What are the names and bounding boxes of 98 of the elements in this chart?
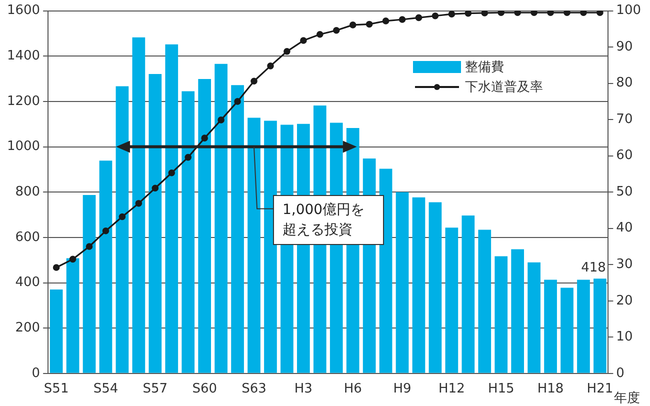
point [398, 16, 406, 23]
y-tick-label: 1400 [6, 48, 40, 64]
x-tick-label: S63 [242, 382, 266, 397]
x-axis-title: 年度 [614, 390, 640, 406]
bar [50, 290, 63, 373]
x-tick-label: H3 [294, 382, 312, 397]
point [448, 10, 456, 18]
x-tick-label: H9 [393, 382, 412, 397]
point [118, 213, 126, 220]
point [284, 48, 290, 55]
bar [494, 256, 508, 373]
legend-label: 下水道普及率 [465, 78, 544, 96]
y2-tick-label: 80 [616, 76, 633, 91]
point [596, 10, 604, 16]
x-tick-label: S60 [192, 382, 217, 397]
point [86, 243, 93, 250]
y-tick-label: 600 [15, 230, 40, 245]
x-tick-label: H15 [488, 382, 514, 397]
y-tick-label: 1600 [6, 3, 40, 18]
annotation: 1,000億円を超える投資 [273, 194, 384, 245]
y2-tick-label: 30 [616, 256, 633, 272]
bar [214, 64, 228, 373]
point [267, 62, 274, 70]
bar [248, 118, 260, 373]
bar [182, 91, 195, 373]
bar [132, 37, 146, 373]
point [481, 10, 488, 16]
y-tick-label: 1000 [6, 139, 40, 154]
bar [198, 79, 212, 373]
bar [412, 197, 426, 373]
bar [544, 280, 557, 373]
bar [445, 228, 458, 373]
y2-tick-label: 20 [616, 293, 633, 308]
point [52, 264, 60, 271]
bar [560, 288, 574, 373]
bar [99, 160, 112, 373]
point [332, 26, 340, 34]
point [514, 10, 521, 16]
point [580, 10, 587, 16]
x-tick-label: H18 [537, 382, 564, 397]
y-tick-label: 400 [15, 275, 40, 290]
point [102, 228, 110, 234]
bar [148, 74, 162, 373]
point [250, 78, 258, 85]
x-tick-label: S51 [44, 382, 69, 397]
bar [264, 120, 277, 373]
legend-label: 整備費 [465, 58, 504, 76]
y2-tick-label: 90 [616, 39, 633, 54]
bar [231, 85, 244, 373]
bar [594, 278, 606, 373]
bar [116, 86, 129, 373]
point [152, 184, 159, 192]
point [316, 30, 324, 38]
y2-tick-label: 70 [616, 112, 633, 127]
y2-tick-label: 0 [616, 366, 624, 381]
point [415, 14, 422, 22]
bar [528, 262, 540, 373]
point [168, 169, 176, 176]
point [234, 98, 241, 105]
bar [428, 202, 442, 373]
point [564, 10, 570, 16]
point [135, 200, 142, 207]
x-tick-label: S57 [142, 382, 168, 397]
y2-tick-label: 40 [616, 220, 633, 236]
point [300, 37, 307, 44]
data-label: 418 [581, 260, 606, 276]
point [530, 10, 538, 16]
bar [511, 249, 524, 373]
y2-tick-label: 100 [616, 3, 642, 18]
point [218, 116, 224, 124]
bar [396, 192, 409, 373]
x-tick-label: H6 [344, 382, 362, 397]
y2-tick-label: 50 [616, 184, 633, 200]
bar [577, 280, 590, 373]
bar [462, 215, 475, 373]
point [201, 134, 208, 142]
x-tick-label: H21 [586, 382, 614, 397]
y-tick-label: 200 [15, 320, 40, 336]
point [464, 10, 472, 17]
point [69, 256, 76, 263]
y-tick-label: 800 [15, 184, 40, 200]
point [382, 18, 390, 24]
bar [66, 258, 80, 373]
point [366, 20, 373, 28]
x-tick-label: S54 [93, 382, 118, 397]
y2-tick-label: 10 [616, 330, 633, 345]
y-tick-label: 0 [32, 366, 40, 381]
y2-tick-label: 60 [616, 148, 633, 164]
point [184, 154, 192, 161]
x-tick-label: H12 [438, 382, 465, 397]
point [432, 12, 439, 20]
bar [478, 230, 492, 373]
bar [82, 195, 96, 373]
point [498, 10, 505, 16]
point [349, 22, 356, 28]
point [547, 10, 554, 16]
y-tick-label: 1200 [6, 94, 40, 109]
bar [165, 44, 178, 373]
